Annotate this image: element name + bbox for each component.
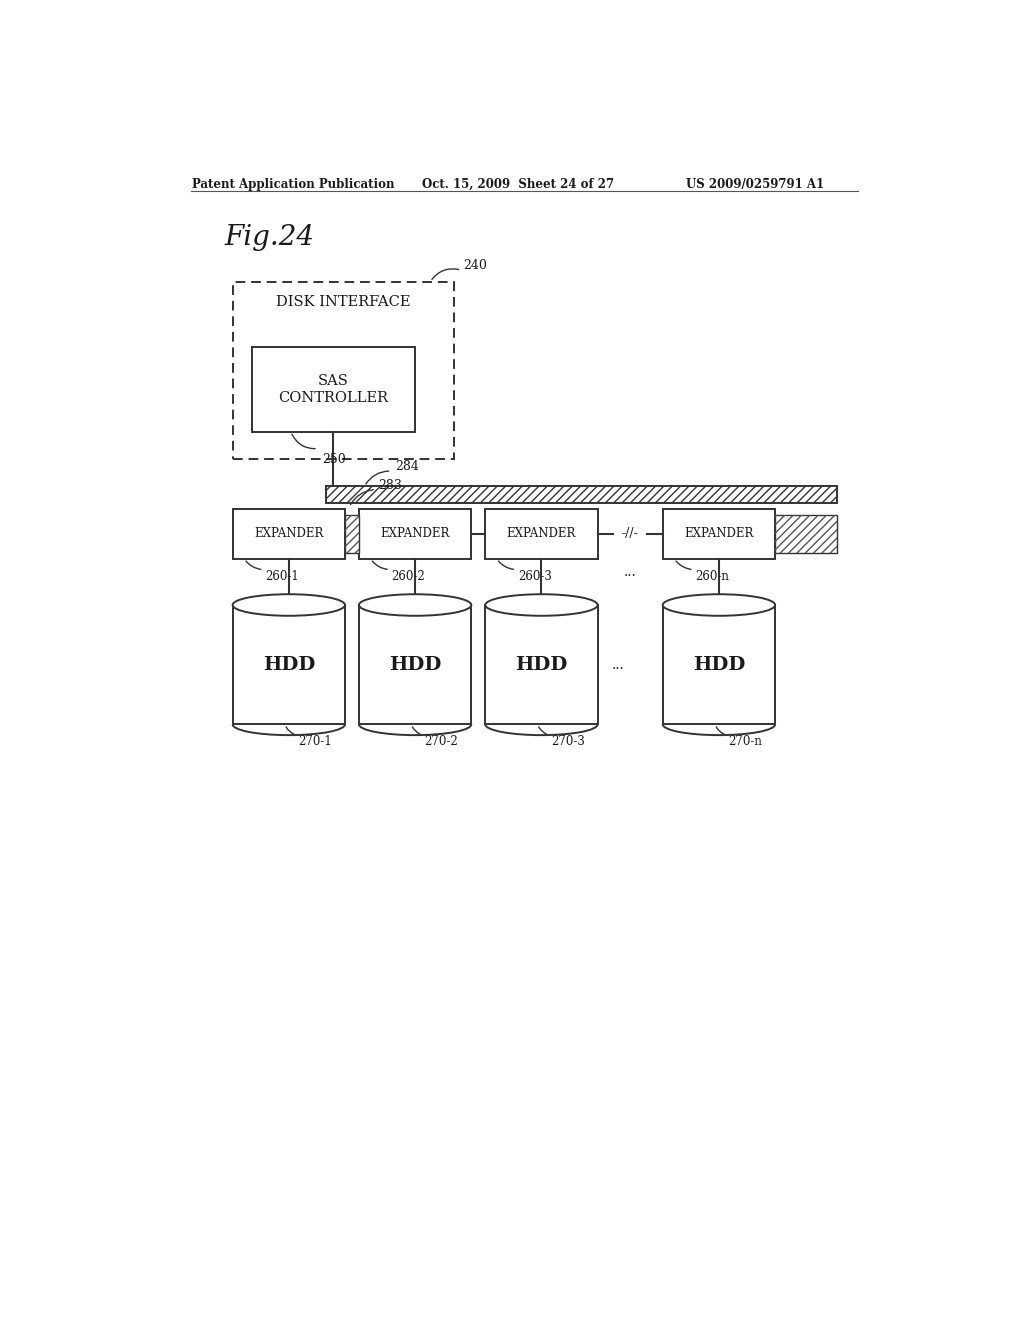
Ellipse shape <box>485 594 598 616</box>
Bar <box>345 515 359 553</box>
Text: HDD: HDD <box>262 656 315 673</box>
Text: EXPANDER: EXPANDER <box>507 527 577 540</box>
Bar <box>485 605 598 725</box>
Text: 270-2: 270-2 <box>424 735 458 748</box>
Text: 260-1: 260-1 <box>265 570 299 582</box>
Text: Fig.24: Fig.24 <box>225 224 314 251</box>
Text: EXPANDER: EXPANDER <box>254 527 324 540</box>
Text: 240: 240 <box>463 259 486 272</box>
Bar <box>252 347 415 432</box>
Text: 270-3: 270-3 <box>551 735 585 748</box>
Bar <box>345 515 359 553</box>
Text: 260-2: 260-2 <box>391 570 425 582</box>
Bar <box>232 281 454 459</box>
Text: 270-1: 270-1 <box>298 735 332 748</box>
Text: EXPANDER: EXPANDER <box>381 527 450 540</box>
Text: HDD: HDD <box>389 656 441 673</box>
Bar <box>359 605 471 725</box>
Text: ...: ... <box>611 657 625 672</box>
Text: HDD: HDD <box>515 656 567 673</box>
Text: 250: 250 <box>322 453 345 466</box>
Text: 260-n: 260-n <box>695 570 729 582</box>
Bar <box>775 515 838 553</box>
Ellipse shape <box>663 594 775 616</box>
Ellipse shape <box>359 594 471 616</box>
Text: Patent Application Publication: Patent Application Publication <box>191 178 394 190</box>
Bar <box>775 515 838 553</box>
Text: ...: ... <box>624 565 637 579</box>
Bar <box>326 487 838 503</box>
Text: 260-3: 260-3 <box>518 570 552 582</box>
Text: 283: 283 <box>379 479 402 492</box>
Bar <box>359 508 471 558</box>
Text: 284: 284 <box>395 459 419 473</box>
Text: EXPANDER: EXPANDER <box>684 527 754 540</box>
Bar <box>232 508 345 558</box>
Bar <box>326 487 838 503</box>
Bar <box>485 508 598 558</box>
Text: US 2009/0259791 A1: US 2009/0259791 A1 <box>686 178 824 190</box>
Bar <box>663 508 775 558</box>
Text: HDD: HDD <box>693 656 745 673</box>
Text: 270-n: 270-n <box>728 735 762 748</box>
Text: SAS
CONTROLLER: SAS CONTROLLER <box>279 374 388 405</box>
Text: DISK INTERFACE: DISK INTERFACE <box>275 296 411 309</box>
Text: -//-: -//- <box>622 527 639 540</box>
Ellipse shape <box>232 594 345 616</box>
Text: Oct. 15, 2009  Sheet 24 of 27: Oct. 15, 2009 Sheet 24 of 27 <box>423 178 614 190</box>
Bar <box>663 605 775 725</box>
Bar <box>232 605 345 725</box>
